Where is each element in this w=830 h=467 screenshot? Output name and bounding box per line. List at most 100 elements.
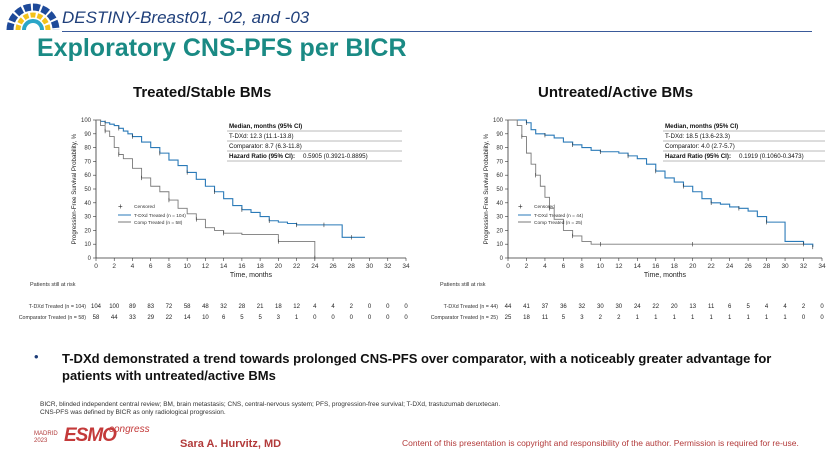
risk-txd-value: 2	[802, 304, 806, 310]
y-tick-label: 80	[496, 146, 503, 152]
page-title: Exploratory CNS-PFS per BICR	[37, 34, 407, 62]
risk-txd-value: 83	[147, 304, 154, 310]
y-tick-label: 0	[500, 256, 504, 262]
x-tick-label: 2	[112, 263, 116, 270]
risk-txd-value: 30	[597, 304, 604, 310]
y-tick-label: 20	[496, 228, 503, 234]
x-tick-label: 12	[615, 263, 623, 270]
y-tick-label: 90	[84, 132, 91, 138]
risk-comp-value: 0	[368, 315, 372, 321]
risk-txd-value: 0	[368, 304, 372, 310]
x-tick-label: 6	[562, 263, 566, 270]
risk-txd-value: 2	[350, 304, 354, 310]
x-tick-label: 16	[652, 263, 660, 270]
risk-comp-value: 2	[599, 315, 603, 321]
bullet-marker: •	[34, 349, 39, 364]
y-tick-label: 80	[84, 146, 91, 152]
y-tick-label: 40	[84, 201, 91, 207]
txd-survival-curve	[508, 119, 814, 247]
stats-hr-label: Hazard Ratio (95% CI):	[665, 153, 731, 160]
risk-txd-value: 12	[293, 304, 300, 310]
x-tick-label: 18	[257, 263, 265, 270]
x-tick-label: 8	[167, 263, 171, 270]
legend-comp-label: Comp Treated (n = 58)	[134, 220, 183, 226]
risk-txd-value: 4	[765, 304, 769, 310]
risk-txd-value: 20	[671, 304, 678, 310]
risk-comp-value: 14	[184, 315, 191, 321]
presenter-name: Sara A. Hurvitz, MD	[180, 438, 282, 450]
risk-comp-value: 1	[783, 315, 787, 321]
risk-comp-value: 10	[202, 315, 209, 321]
risk-comp-value: 1	[746, 315, 750, 321]
esmo-logo: ESMO	[64, 425, 117, 446]
risk-comp-value: 1	[710, 315, 714, 321]
x-tick-label: 34	[402, 263, 410, 270]
stats-txd-median: T-DXd: 18.5 (13.6-23.3)	[665, 133, 730, 140]
risk-comp-value: 3	[580, 315, 584, 321]
risk-txd-value: 0	[404, 304, 408, 310]
risk-txd-value: 28	[239, 304, 246, 310]
x-tick-label: 30	[781, 263, 789, 270]
x-tick-label: 2	[525, 263, 529, 270]
risk-txd-value: 32	[579, 304, 586, 310]
x-tick-label: 12	[202, 263, 210, 270]
risk-comp-value: 1	[654, 315, 658, 321]
x-tick-label: 26	[329, 263, 337, 270]
stats-comp-median: Comparator: 8.7 (6.3-11.8)	[229, 143, 302, 150]
risk-comp-value: 29	[147, 315, 154, 321]
risk-txd-value: 4	[783, 304, 787, 310]
y-axis-title: Progression-Free Survival Probability, %	[71, 133, 78, 244]
x-tick-label: 22	[293, 263, 301, 270]
risk-comp-value: 18	[523, 315, 530, 321]
risk-txd-value: 4	[313, 304, 317, 310]
x-tick-label: 10	[597, 263, 605, 270]
stats-hr-value: 0.5905 (0.3921-0.8895)	[303, 153, 368, 160]
risk-comp-value: 1	[636, 315, 640, 321]
y-tick-label: 100	[493, 118, 504, 124]
y-tick-label: 70	[496, 159, 503, 165]
subtitle: DESTINY-Breast01, -02, and -03	[62, 8, 310, 27]
x-tick-label: 20	[689, 263, 697, 270]
risk-txd-value: 36	[560, 304, 567, 310]
footnote-definition: CNS-PFS was defined by BICR as only radi…	[40, 409, 226, 416]
legend-censor-symbol: +	[118, 202, 123, 211]
txd-survival-curve	[96, 119, 365, 238]
risk-comp-value: 3	[277, 315, 281, 321]
x-tick-label: 28	[763, 263, 771, 270]
risk-comp-value: 22	[166, 315, 173, 321]
x-tick-label: 20	[275, 263, 283, 270]
risk-txd-label: T-DXd Treated (n = 104)	[29, 304, 87, 310]
copyright-notice: Content of this presentation is copyrigh…	[402, 438, 799, 448]
x-tick-label: 28	[348, 263, 356, 270]
right-panel-title: Untreated/Active BMs	[538, 84, 694, 101]
risk-comp-value: 5	[258, 315, 262, 321]
x-tick-label: 0	[94, 263, 98, 270]
risk-comp-value: 0	[331, 315, 335, 321]
risk-comp-value: 0	[313, 315, 317, 321]
risk-comp-value: 58	[93, 315, 100, 321]
x-tick-label: 0	[506, 263, 510, 270]
risk-table-header: Patients still at risk	[440, 282, 486, 288]
footnote-abbreviations: BICR, blinded independent central review…	[40, 401, 501, 408]
x-tick-label: 24	[311, 263, 319, 270]
risk-comp-value: 0	[404, 315, 408, 321]
risk-comp-value: 6	[222, 315, 226, 321]
x-tick-label: 18	[671, 263, 679, 270]
stats-comp-median: Comparator: 4.0 (2.7-5.7)	[665, 143, 735, 150]
esmo-congress-label: congress	[109, 424, 150, 435]
congress-arc-logo	[6, 3, 60, 31]
stats-hr-label: Hazard Ratio (95% CI):	[229, 153, 295, 160]
risk-comp-label: Comparator Treated (n = 25)	[431, 315, 499, 321]
x-tick-label: 4	[543, 263, 547, 270]
y-tick-label: 0	[88, 256, 92, 262]
risk-txd-value: 32	[220, 304, 227, 310]
risk-comp-value: 11	[542, 315, 549, 321]
x-tick-label: 14	[634, 263, 642, 270]
risk-comp-value: 1	[765, 315, 769, 321]
x-tick-label: 30	[366, 263, 374, 270]
risk-comp-value: 5	[240, 315, 244, 321]
x-tick-label: 34	[818, 263, 826, 270]
risk-comp-value: 1	[295, 315, 299, 321]
